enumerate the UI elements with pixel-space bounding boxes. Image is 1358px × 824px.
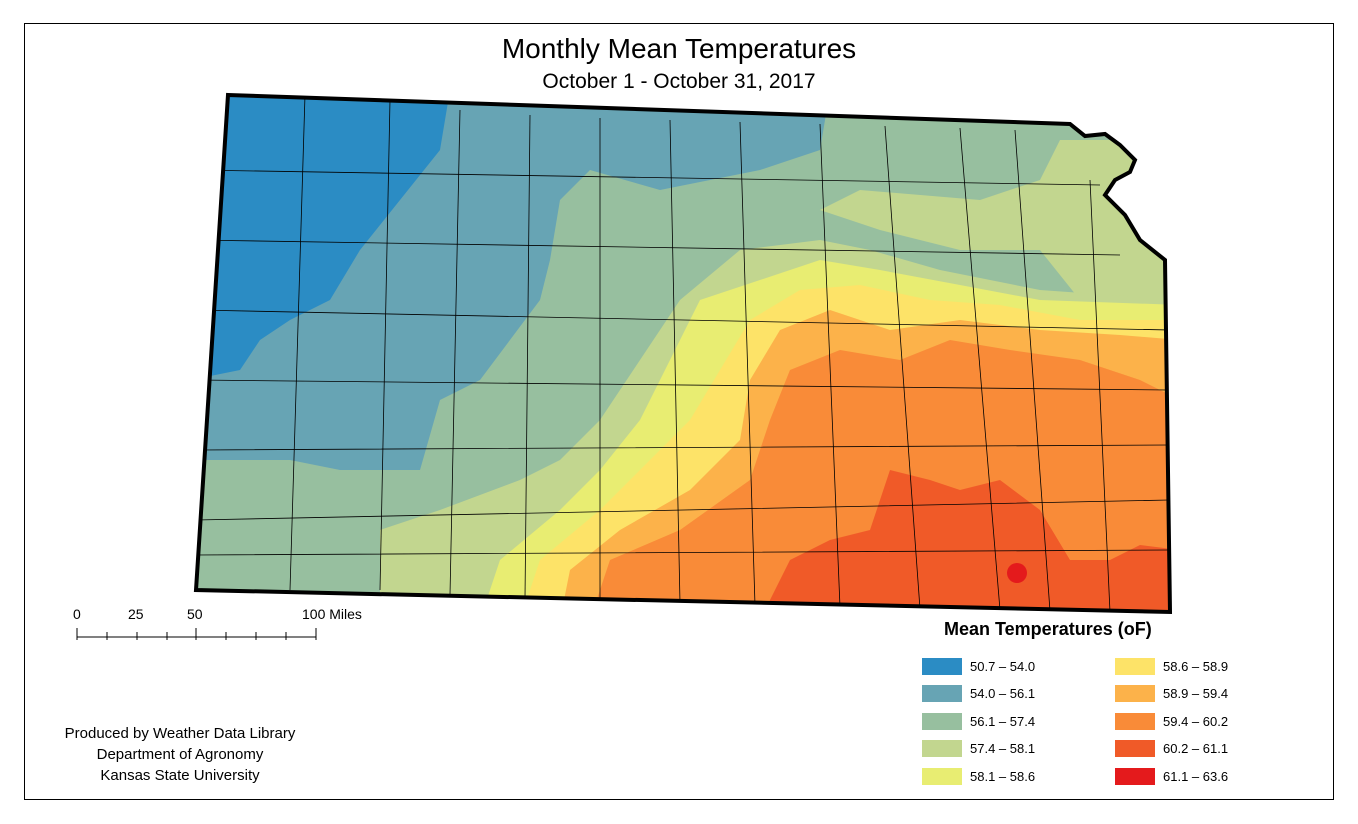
scale-label-100: 100 Miles: [302, 606, 362, 622]
legend-label: 60.2 – 61.1: [1163, 741, 1229, 756]
credit-line-2: Department of Agronomy: [96, 746, 264, 763]
legend-swatch: [922, 685, 962, 702]
zone-60.2-61.1: [760, 470, 1170, 612]
legend-swatch: [1115, 767, 1155, 785]
scale-label-50: 50: [187, 606, 203, 622]
map-title: Monthly Mean Temperatures: [501, 33, 857, 64]
map-subtitle: October 1 - October 31, 2017: [542, 70, 816, 93]
legend-swatch: [922, 657, 962, 675]
legend-label: 56.1 – 57.4: [970, 713, 1036, 729]
legend-label: 61.1 – 63.6: [1163, 768, 1229, 784]
legend-item: 59.4 – 60.2: [1115, 712, 1228, 730]
legend-title: Mean Temperatures (oF): [944, 619, 1152, 639]
legend-label: 50.7 – 54.0: [970, 658, 1036, 674]
legend-item: 61.1 – 63.6: [1115, 767, 1228, 785]
legend-swatch: [922, 767, 962, 785]
county-lines: [196, 95, 1170, 612]
credit-line-3: Kansas State University: [100, 767, 260, 784]
scale-label-0: 0: [73, 606, 81, 622]
legend-swatch: [1115, 740, 1155, 757]
legend-item: 57.4 – 58.1: [922, 740, 1035, 758]
kansas-border: [193, 92, 1173, 615]
legend-label: 59.4 – 60.2: [1163, 713, 1229, 729]
zone-61.1-63.6: [1007, 563, 1027, 583]
zone-50-54: [196, 95, 450, 380]
temperature-zones: [196, 95, 1170, 612]
scale-bar: [76, 628, 317, 640]
legend-item: 56.1 – 57.4: [922, 712, 1035, 730]
legend-swatch: [1115, 685, 1155, 702]
legend-item: 58.1 – 58.6: [922, 767, 1035, 785]
legend-item: 54.0 – 56.1: [922, 685, 1035, 703]
legend-label: 58.6 – 58.9: [1163, 658, 1229, 674]
legend-swatch: [922, 712, 962, 730]
legend-label: 54.0 – 56.1: [970, 686, 1036, 701]
legend-swatch: [922, 740, 962, 757]
legend-swatch: [1115, 712, 1155, 730]
legend-label: 57.4 – 58.1: [970, 741, 1036, 756]
map-frame: [24, 23, 1334, 800]
legend-label: 58.9 – 59.4: [1163, 686, 1229, 701]
legend-swatch: [1115, 657, 1155, 675]
credit-line-1: Produced by Weather Data Library: [64, 725, 296, 742]
scale-label-25: 25: [128, 606, 144, 622]
legend-item: 50.7 – 54.0: [922, 657, 1035, 675]
legend-item: 58.6 – 58.9: [1115, 657, 1228, 675]
legend-item: 58.9 – 59.4: [1115, 685, 1228, 703]
legend-item: 60.2 – 61.1: [1115, 740, 1228, 758]
legend-label: 58.1 – 58.6: [970, 768, 1036, 784]
